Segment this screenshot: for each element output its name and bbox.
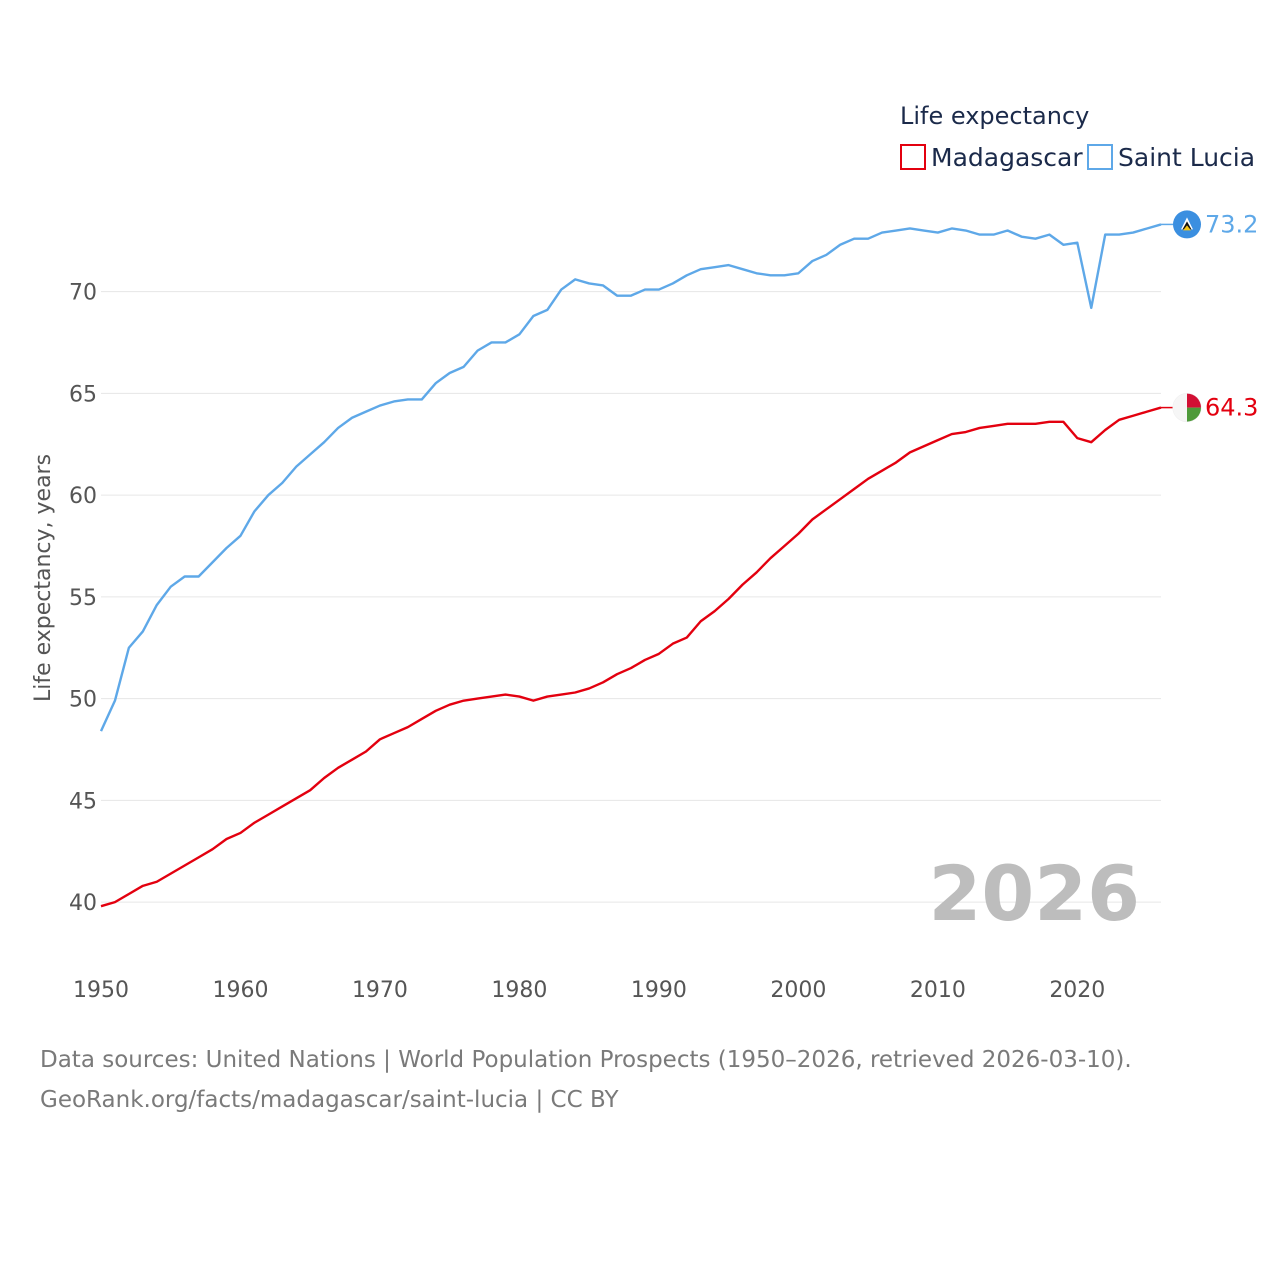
life-expectancy-chart: Life expectancy Madagascar Saint Lucia L… bbox=[31, 102, 1258, 1003]
legend-swatch-saint-lucia bbox=[1087, 144, 1113, 170]
y-tick-label: 70 bbox=[69, 281, 97, 306]
y-axis-title: Life expectancy, years bbox=[31, 454, 56, 702]
footer: Data sources: United Nations | World Pop… bbox=[40, 1040, 1260, 1120]
y-tick-label: 45 bbox=[69, 789, 97, 814]
legend-item-saint-lucia[interactable]: Saint Lucia bbox=[1087, 143, 1255, 172]
legend-label-saint-lucia: Saint Lucia bbox=[1118, 143, 1255, 172]
x-tick-label: 2010 bbox=[910, 978, 966, 1003]
x-tick-label: 1990 bbox=[631, 978, 687, 1003]
series-lines bbox=[99, 223, 1162, 908]
y-tick-label: 60 bbox=[69, 484, 97, 509]
legend-title: Life expectancy bbox=[900, 102, 1089, 130]
madagascar-flag-icon bbox=[1172, 393, 1202, 423]
data-sources-text: Data sources: United Nations | World Pop… bbox=[40, 1047, 1132, 1073]
x-tick-label: 1970 bbox=[352, 978, 408, 1003]
x-tick-label: 2000 bbox=[770, 978, 826, 1003]
x-tick-label: 2020 bbox=[1049, 978, 1105, 1003]
legend-swatch-madagascar bbox=[900, 144, 926, 170]
y-tick-label: 50 bbox=[69, 688, 97, 713]
y-tick-label: 55 bbox=[69, 586, 97, 611]
x-tick-label: 1980 bbox=[491, 978, 547, 1003]
y-tick-label: 40 bbox=[69, 891, 97, 916]
x-axis-ticks: 1950 1960 1970 1980 1990 2000 2010 2020 bbox=[73, 978, 1105, 1003]
end-label-saint-lucia: 73.2 bbox=[1205, 210, 1258, 238]
series-line-madagascar[interactable] bbox=[100, 406, 1162, 908]
y-axis-ticks: 40 45 50 55 60 65 70 bbox=[69, 281, 97, 917]
year-watermark: 2026 bbox=[928, 849, 1140, 938]
end-label-madagascar: 64.3 bbox=[1205, 394, 1258, 422]
attribution-text: GeoRank.org/facts/madagascar/saint-lucia… bbox=[40, 1087, 619, 1113]
legend-item-madagascar[interactable]: Madagascar bbox=[900, 143, 1083, 172]
y-tick-label: 65 bbox=[69, 382, 97, 407]
saint-lucia-flag-icon bbox=[1173, 210, 1201, 239]
x-tick-label: 1960 bbox=[212, 978, 268, 1003]
gridlines bbox=[101, 291, 1161, 903]
x-tick-label: 1950 bbox=[73, 978, 129, 1003]
legend: Life expectancy Madagascar Saint Lucia bbox=[900, 102, 1255, 172]
end-labels: 64.3 73.2 bbox=[1161, 210, 1258, 422]
legend-label-madagascar: Madagascar bbox=[931, 143, 1083, 172]
series-line-saint-lucia[interactable] bbox=[99, 223, 1162, 732]
